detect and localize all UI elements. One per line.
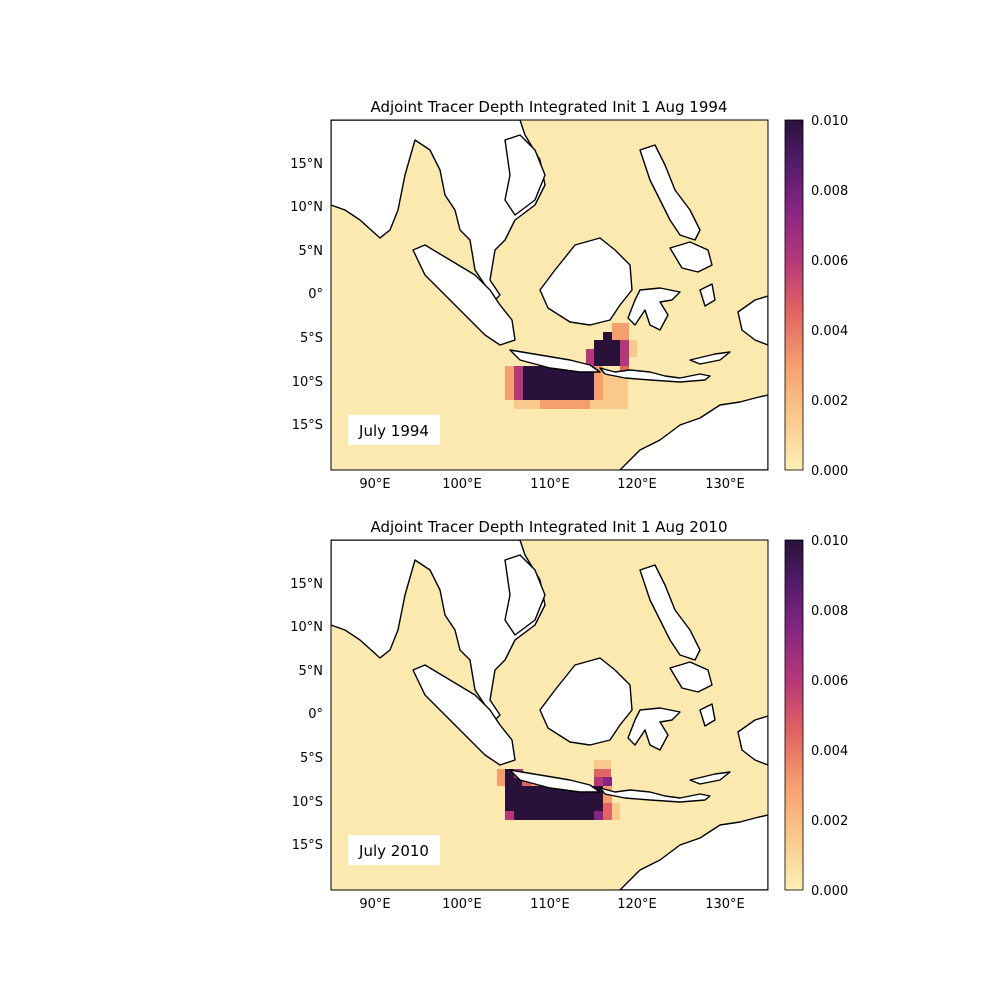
lat-tick-label: 5°S	[300, 331, 323, 346]
lon-tick-label: 110°E	[530, 477, 570, 492]
lat-tick-label: 10°S	[292, 375, 323, 390]
colorbar-tick-label: 0.006	[811, 674, 848, 689]
map-frame	[330, 539, 769, 891]
philippines	[639, 564, 701, 661]
inset-label: July 1994	[358, 422, 429, 440]
map-area	[331, 540, 768, 890]
borneo	[539, 237, 633, 326]
lon-tick-label: 130°E	[705, 897, 745, 912]
australia	[619, 394, 768, 470]
lon-tick-label: 120°E	[617, 897, 657, 912]
colorbar-tick-label: 0.004	[811, 744, 848, 759]
colorbar-tick-label: 0.000	[811, 464, 848, 479]
sumatra	[412, 244, 516, 346]
land-masses	[331, 540, 768, 890]
inset-label-box	[348, 415, 440, 445]
lat-tick-label: 15°S	[292, 838, 323, 853]
lat-tick-label: 10°S	[292, 795, 323, 810]
lon-axis: 90°E 100°E 110°E 120°E 130°E	[359, 477, 744, 492]
panel-title: Adjoint Tracer Depth Integrated Init 1 A…	[371, 98, 728, 116]
sulawesi	[627, 287, 681, 331]
lat-tick-label: 10°N	[290, 620, 323, 635]
timor	[689, 351, 731, 365]
lat-axis: 15°N 10°N 5°N 0° 5°S 10°S 15°S	[290, 577, 323, 853]
map-frame	[330, 119, 769, 471]
lat-tick-label: 0°	[308, 287, 323, 302]
mainland-asia	[331, 120, 546, 301]
mainland-asia	[331, 540, 546, 721]
sumatra	[412, 664, 516, 766]
colorbar: 0.010 0.008 0.006 0.004 0.002 0.000	[784, 534, 848, 899]
colorbar-tick-label: 0.000	[811, 884, 848, 899]
lon-tick-label: 90°E	[359, 897, 390, 912]
inset-label: July 2010	[358, 842, 429, 860]
colorbar-tick-label: 0.008	[811, 604, 848, 619]
australia	[619, 814, 768, 890]
lat-tick-label: 15°N	[290, 157, 323, 172]
lat-axis: 15°N 10°N 5°N 0° 5°S 10°S 15°S	[290, 157, 323, 433]
lon-axis: 90°E 100°E 110°E 120°E 130°E	[359, 897, 744, 912]
mindanao	[669, 661, 713, 693]
colorbar-tick-label: 0.002	[811, 394, 848, 409]
lat-tick-label: 5°N	[299, 664, 324, 679]
indochina-east	[504, 134, 546, 216]
inset-label-box	[348, 835, 440, 865]
lat-tick-label: 10°N	[290, 200, 323, 215]
colorbar: 0.010 0.008 0.006 0.004 0.002 0.000	[784, 114, 848, 479]
new-guinea	[737, 715, 768, 766]
new-guinea	[737, 295, 768, 346]
lon-tick-label: 120°E	[617, 477, 657, 492]
lon-tick-label: 100°E	[442, 477, 482, 492]
colorbar-gradient	[784, 539, 804, 891]
borneo	[539, 657, 633, 746]
colorbar-gradient	[784, 119, 804, 471]
colorbar-tick-label: 0.006	[811, 254, 848, 269]
colorbar-tick-label: 0.008	[811, 184, 848, 199]
colorbar-tick-label: 0.004	[811, 324, 848, 339]
map-area	[331, 120, 768, 470]
lat-tick-label: 0°	[308, 707, 323, 722]
lon-tick-label: 110°E	[530, 897, 570, 912]
colorbar-tick-label: 0.010	[811, 534, 848, 549]
lesser-sunda	[599, 787, 711, 803]
panel-title: Adjoint Tracer Depth Integrated Init 1 A…	[371, 518, 728, 536]
lat-tick-label: 15°S	[292, 418, 323, 433]
maluku	[699, 703, 716, 727]
timor	[689, 771, 731, 785]
map-panel-1994: Adjoint Tracer Depth Integrated Init 1 A…	[290, 98, 848, 492]
lesser-sunda	[599, 367, 711, 383]
colorbar-tick-label: 0.002	[811, 814, 848, 829]
sulawesi	[627, 707, 681, 751]
lon-tick-label: 100°E	[442, 897, 482, 912]
philippines	[639, 144, 701, 241]
lon-tick-label: 130°E	[705, 477, 745, 492]
lat-tick-label: 5°N	[299, 244, 324, 259]
map-panel-2010: Adjoint Tracer Depth Integrated Init 1 A…	[290, 518, 848, 912]
colorbar-tick-label: 0.010	[811, 114, 848, 129]
java	[509, 769, 601, 793]
java	[509, 349, 601, 373]
lon-tick-label: 90°E	[359, 477, 390, 492]
land-masses	[331, 120, 768, 470]
indochina-east	[504, 554, 546, 636]
maluku	[699, 283, 716, 307]
lat-tick-label: 15°N	[290, 577, 323, 592]
mindanao	[669, 241, 713, 273]
lat-tick-label: 5°S	[300, 751, 323, 766]
